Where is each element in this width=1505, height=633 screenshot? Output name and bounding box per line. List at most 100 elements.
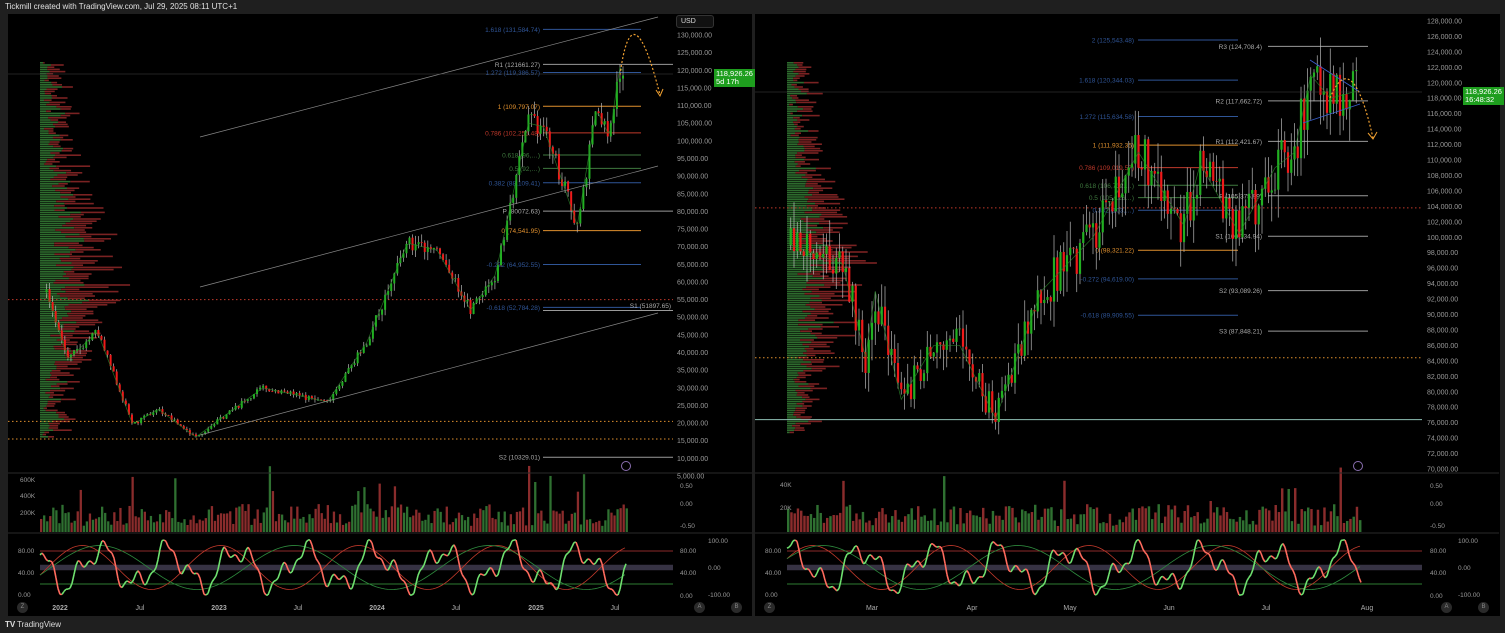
- oscillator-line: [261, 582, 265, 593]
- oscillator-line: [425, 552, 429, 560]
- volume-bar: [524, 525, 528, 532]
- oscillator-line: [495, 574, 499, 578]
- volume-bar: [1063, 480, 1066, 532]
- price-axis-label: 108,000.00: [1427, 173, 1462, 180]
- volume-bar: [113, 512, 116, 532]
- oscillator-axis-label: 40.00: [765, 570, 782, 577]
- candle-up: [493, 280, 496, 283]
- right-auto-scale-button[interactable]: A: [1441, 602, 1452, 613]
- volume-bar: [1310, 509, 1313, 532]
- candle-down: [411, 237, 414, 251]
- oscillator-line: [1190, 558, 1194, 567]
- time-axis-label: 2024: [369, 605, 385, 612]
- volume-bar: [1294, 488, 1297, 532]
- volume-bar: [1060, 509, 1063, 532]
- candle-up: [509, 202, 512, 221]
- volume-profile-bar-down: [802, 114, 820, 117]
- volume-profile-bar-up: [787, 414, 794, 416]
- candle-up: [146, 414, 149, 416]
- volume-profile-bar-up: [787, 317, 806, 319]
- oscillator-line: [301, 550, 305, 557]
- volume-bar: [1261, 506, 1264, 532]
- oscillator-line: [223, 546, 227, 550]
- oscillator-line: [1310, 577, 1314, 580]
- oscillator-scale-label: 0.00: [680, 593, 693, 600]
- candle-up: [594, 111, 597, 126]
- right-log-scale-button[interactable]: B: [1478, 602, 1489, 613]
- right-zoom-button[interactable]: Z: [764, 602, 775, 613]
- candle-down: [323, 400, 326, 401]
- candle-down: [542, 125, 545, 127]
- volume-bar: [528, 465, 531, 532]
- oscillator-line: [581, 561, 585, 565]
- volume-bar: [1287, 488, 1290, 532]
- oscillator-line: [455, 548, 459, 559]
- volume-profile-bar-up: [40, 273, 67, 275]
- oscillator-line: [960, 578, 964, 585]
- volume-bar: [360, 512, 363, 532]
- volume-profile-bar-down: [46, 103, 60, 106]
- volume-profile-bar-down: [793, 414, 801, 416]
- volume-profile-bar-down: [819, 216, 848, 218]
- arrow-head-icon: [1367, 131, 1378, 140]
- candle-down: [965, 346, 968, 350]
- volume-profile-bar-down: [69, 255, 113, 258]
- candle-down: [124, 400, 127, 405]
- oscillator-line: [159, 540, 163, 550]
- volume-profile-bar-up: [40, 130, 49, 132]
- candle-down: [961, 328, 965, 347]
- oscillator-outer-scale-label: 100.00: [708, 538, 728, 545]
- volume-profile-bar-down: [48, 427, 59, 429]
- candle-up: [219, 417, 222, 420]
- oscillator-line: [1206, 552, 1210, 555]
- candle-down: [919, 369, 922, 381]
- candle-down: [1088, 224, 1091, 228]
- volume-profile-bar-up: [787, 286, 807, 288]
- currency-button[interactable]: USD: [676, 15, 714, 28]
- candle-up: [588, 144, 591, 179]
- volume-bar: [366, 504, 369, 532]
- left-log-scale-button[interactable]: B: [731, 602, 742, 613]
- volume-profile-bar-down: [811, 367, 826, 370]
- volume-profile-bar-down: [808, 279, 843, 282]
- oscillator-line: [327, 581, 331, 587]
- oscillator-line: [535, 571, 539, 578]
- candle-up: [344, 373, 347, 382]
- volume-profile-bar-up: [40, 389, 51, 392]
- left-zoom-button[interactable]: Z: [17, 602, 28, 613]
- volume-bar: [332, 511, 336, 532]
- volume-profile-bar-up: [40, 207, 68, 209]
- volume-profile-bar-down: [823, 227, 843, 229]
- volume-profile-bar-up: [40, 134, 60, 137]
- volume-profile-bar-down: [48, 396, 54, 398]
- volume-bar: [232, 523, 235, 532]
- volume-bar: [852, 520, 855, 532]
- volume-bar: [531, 525, 534, 532]
- brand-name[interactable]: TradingView: [17, 620, 62, 629]
- volume-profile-bar-up: [787, 334, 816, 337]
- volume-profile-bar-up: [40, 279, 56, 282]
- candle-down: [298, 393, 301, 396]
- volume-profile-bar-up: [40, 200, 57, 203]
- volume-bar: [894, 510, 897, 532]
- candle-up: [835, 257, 838, 274]
- oscillator-line: [171, 549, 175, 553]
- pivot-level-label: S1 (51897.65): [630, 303, 671, 310]
- candle-up: [874, 311, 877, 323]
- volume-bar: [406, 506, 409, 532]
- candle-down: [1140, 167, 1143, 170]
- volume-profile-bar-up: [787, 288, 803, 291]
- volume-profile-bar-up: [40, 158, 48, 161]
- volume-profile-bar-down: [63, 323, 96, 326]
- volume-profile-bar-down: [50, 385, 60, 387]
- volume-profile-bar-up: [40, 420, 53, 423]
- volume-profile-bar-down: [47, 158, 56, 161]
- oscillator-line: [115, 567, 119, 579]
- oscillator-line: [355, 566, 359, 574]
- volume-bar: [390, 506, 394, 532]
- oscillator-line: [53, 567, 57, 579]
- left-auto-scale-button[interactable]: A: [694, 602, 705, 613]
- volume-profile-bar-down: [56, 264, 84, 266]
- candle-up: [615, 81, 618, 110]
